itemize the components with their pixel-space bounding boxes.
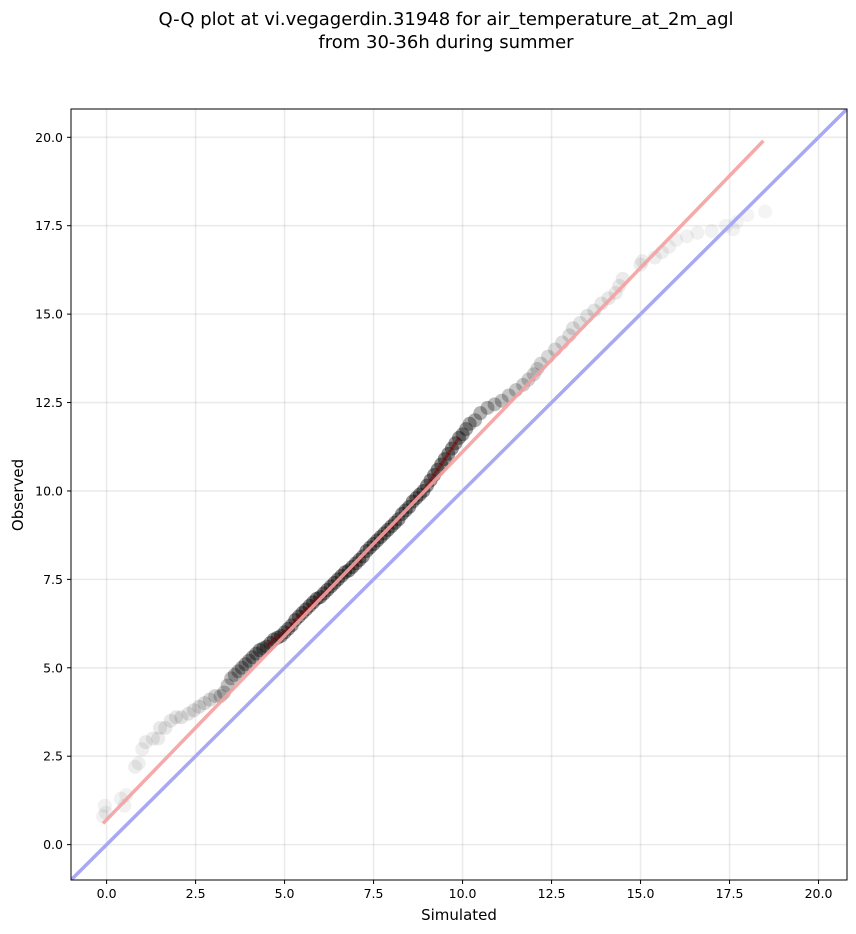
x-tick-label: 20.0	[805, 886, 833, 901]
data-point	[128, 759, 143, 774]
y-tick-label: 12.5	[35, 395, 63, 410]
data-point	[151, 731, 166, 746]
data-point	[234, 660, 249, 675]
y-tick-label: 20.0	[35, 130, 63, 145]
data-point	[718, 218, 733, 233]
x-tick-label: 0.0	[97, 886, 117, 901]
data-point	[521, 372, 536, 387]
chart-title-line-1: Q-Q plot at vi.vegagerdin.31948 for air_…	[158, 9, 734, 30]
data-point	[192, 699, 207, 714]
data-point	[145, 731, 160, 746]
data-point	[690, 225, 705, 240]
data-point	[197, 696, 212, 711]
data-point	[227, 667, 242, 682]
x-tick-label: 12.5	[538, 886, 566, 901]
data-point	[468, 413, 483, 428]
y-tick-label: 10.0	[35, 483, 63, 498]
data-point	[169, 710, 184, 725]
y-axis-ticks: 0.0 2.5 5.0 7.5 10.0 12.5 15.0 17.5 20.0	[35, 130, 71, 852]
x-axis-label: Simulated	[421, 906, 497, 924]
data-point	[97, 798, 112, 813]
data-point	[487, 397, 502, 412]
identity-line	[71, 109, 847, 880]
chart-title: Q-Q plot at vi.vegagerdin.31948 for air_…	[0, 8, 856, 54]
y-tick-label: 0.0	[43, 837, 63, 852]
data-point	[208, 689, 223, 704]
plot-frame	[70, 108, 848, 881]
x-tick-label: 7.5	[364, 886, 384, 901]
data-point	[245, 650, 260, 665]
data-point	[158, 720, 173, 735]
data-point	[647, 250, 662, 265]
data-point	[202, 692, 217, 707]
data-point	[249, 646, 264, 661]
data-point	[526, 367, 541, 382]
data-point	[758, 204, 773, 219]
data-point	[729, 215, 744, 230]
data-point	[181, 706, 196, 721]
fit-line	[101, 139, 765, 825]
data-point	[241, 653, 256, 668]
data-point	[679, 229, 694, 244]
data-point	[131, 756, 146, 771]
x-tick-label: 10.0	[449, 886, 477, 901]
x-tick-label: 17.5	[716, 886, 744, 901]
x-tick-label: 5.0	[275, 886, 295, 901]
chart-title-line-2: from 30-36h during summer	[318, 32, 574, 53]
data-point	[174, 710, 189, 725]
reference-lines	[71, 109, 847, 880]
data-point	[601, 291, 616, 306]
data-point	[516, 377, 531, 392]
y-tick-label: 17.5	[35, 218, 63, 233]
data-point	[135, 742, 150, 757]
data-point	[231, 664, 246, 679]
data-point	[480, 400, 495, 415]
data-point	[462, 416, 477, 431]
data-point	[186, 703, 201, 718]
data-point	[152, 720, 167, 735]
x-tick-label: 15.0	[627, 886, 655, 901]
data-point	[117, 798, 132, 813]
y-tick-label: 7.5	[43, 572, 63, 587]
data-point	[252, 643, 267, 658]
data-point	[459, 422, 474, 437]
data-point	[455, 427, 470, 442]
x-tick-label: 2.5	[186, 886, 206, 901]
y-tick-label: 2.5	[43, 749, 63, 764]
data-point	[138, 735, 153, 750]
data-point	[633, 257, 648, 272]
y-tick-label: 15.0	[35, 307, 63, 322]
data-point	[163, 713, 178, 728]
data-point	[119, 788, 134, 803]
data-point	[224, 671, 239, 686]
data-point	[704, 224, 719, 239]
x-axis-ticks: 0.0 2.5 5.0 7.5 10.0 12.5 15.0 17.5 20.0	[97, 880, 833, 901]
grid	[71, 109, 847, 880]
y-tick-label: 5.0	[43, 660, 63, 675]
data-point	[494, 393, 509, 408]
data-point	[473, 406, 488, 421]
y-axis-label: Observed	[9, 459, 27, 531]
data-point	[238, 657, 253, 672]
data-point	[612, 278, 627, 293]
